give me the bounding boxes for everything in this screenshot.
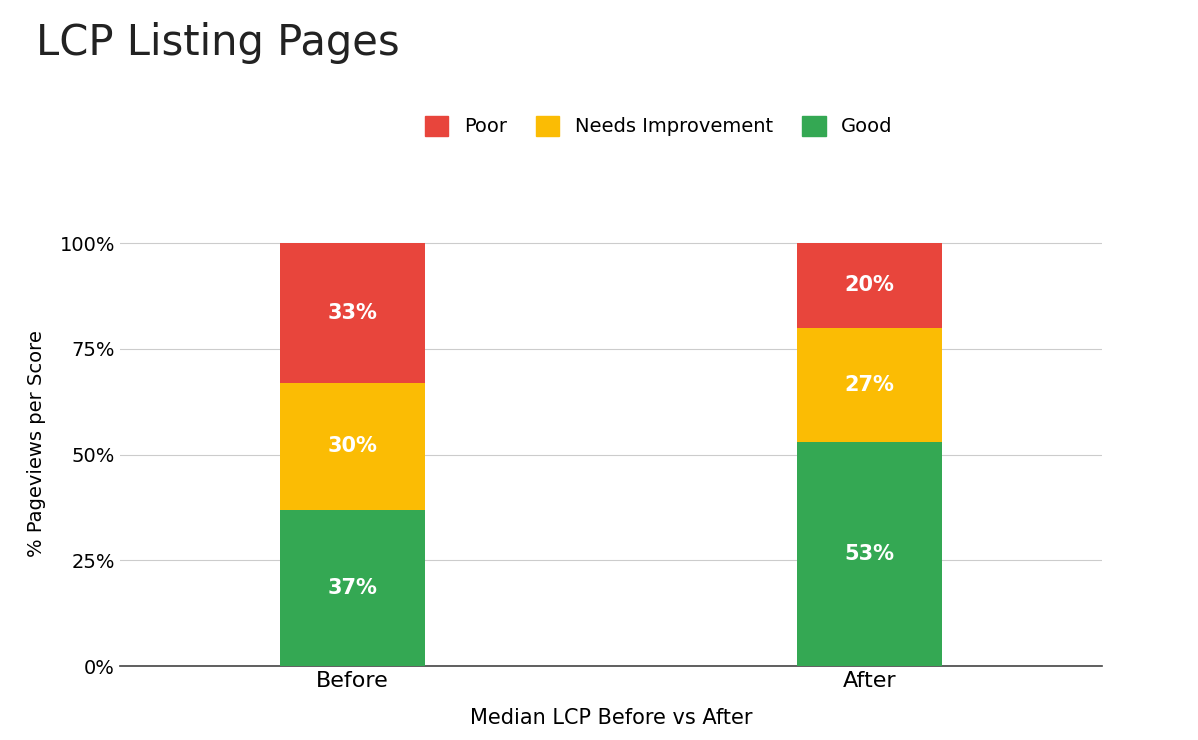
Text: 27%: 27% — [845, 374, 895, 395]
X-axis label: Median LCP Before vs After: Median LCP Before vs After — [470, 707, 752, 727]
Text: 53%: 53% — [845, 544, 895, 564]
Text: 30%: 30% — [327, 436, 377, 456]
Text: LCP Listing Pages: LCP Listing Pages — [36, 22, 400, 64]
Text: 20%: 20% — [845, 275, 895, 295]
Legend: Poor, Needs Improvement, Good: Poor, Needs Improvement, Good — [416, 106, 902, 146]
Bar — [797, 243, 942, 328]
Bar — [797, 442, 942, 666]
Bar — [280, 243, 425, 383]
Y-axis label: % Pageviews per Score: % Pageviews per Score — [26, 331, 46, 557]
Bar — [280, 383, 425, 510]
Text: 37%: 37% — [327, 578, 377, 598]
Bar — [280, 510, 425, 666]
Bar — [797, 328, 942, 442]
Text: 33%: 33% — [327, 303, 377, 323]
